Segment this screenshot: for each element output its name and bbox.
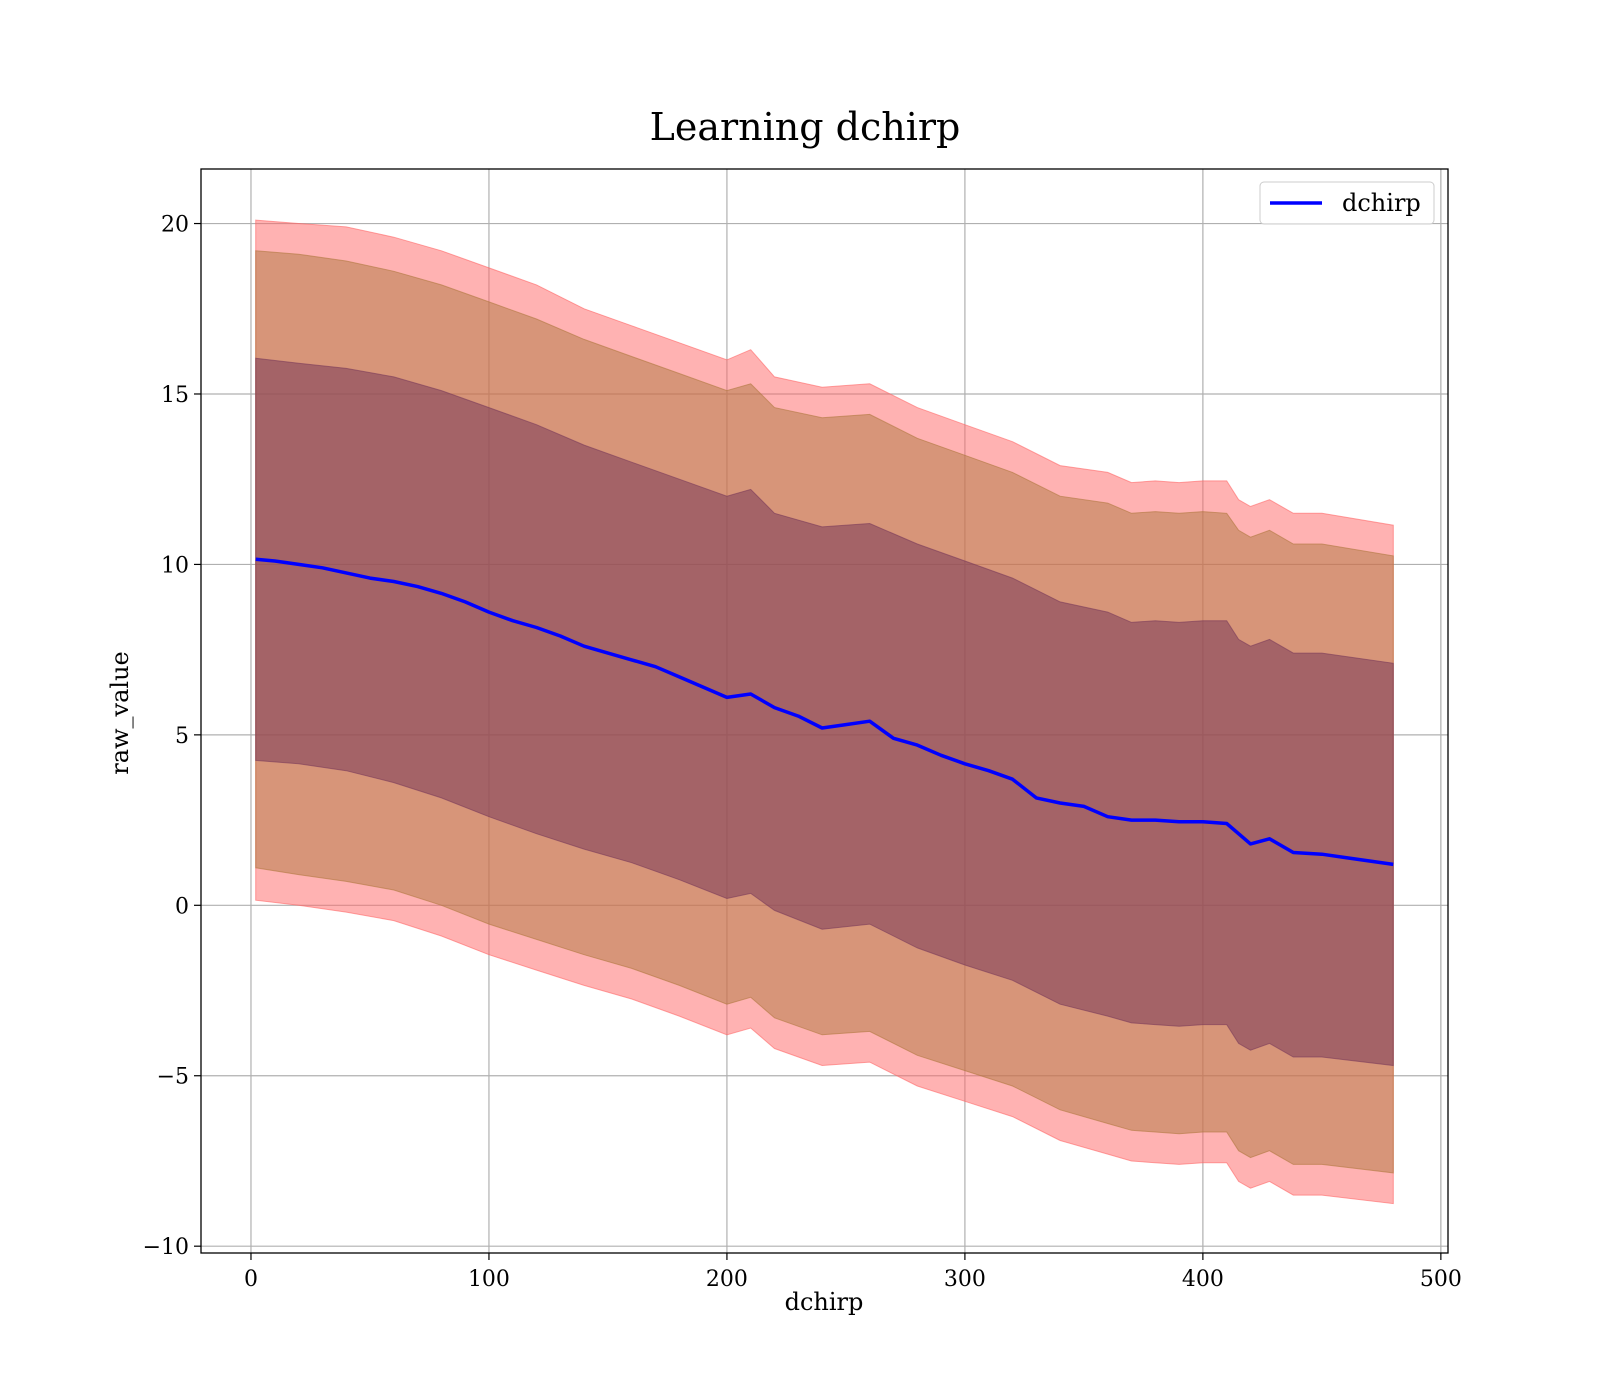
- x-tick-label: 100: [468, 1267, 510, 1292]
- legend-box: [1259, 181, 1435, 225]
- x-axis-label: dchirp: [785, 1288, 864, 1316]
- chart-title: Learning dchirp: [650, 105, 961, 149]
- y-tick-label: −5: [157, 1065, 189, 1090]
- ticks: 0 100 200 300 400 500 −10 −5 0 5 10 15 20: [143, 213, 1462, 1292]
- x-tick-label: 300: [944, 1267, 986, 1292]
- x-tick-label: 0: [244, 1267, 258, 1292]
- axes-frame: [200, 168, 1449, 1254]
- y-tick-label: 10: [161, 553, 189, 578]
- x-tick-label: 200: [706, 1267, 748, 1292]
- legend: dchirp: [1259, 181, 1435, 225]
- y-tick-label: 20: [161, 213, 189, 238]
- x-tick-label: 500: [1420, 1267, 1462, 1292]
- legend-label-dchirp: dchirp: [1342, 189, 1421, 217]
- plot-area: 0 100 200 300 400 500 −10 −5 0 5 10 15 20 dchirp: [143, 168, 1462, 1292]
- y-tick-label: 0: [175, 894, 189, 919]
- x-tick-label: 400: [1182, 1267, 1224, 1292]
- series-lines: [255, 557, 1394, 867]
- confidence-bands: [255, 219, 1394, 1205]
- series-line-dchirp: [255, 557, 1394, 867]
- y-axis-label: raw_value: [106, 651, 134, 775]
- y-tick-label: 15: [161, 383, 189, 408]
- y-tick-label: −10: [143, 1235, 189, 1260]
- y-tick-label: 5: [175, 724, 189, 749]
- band-inner: [255, 357, 1394, 1067]
